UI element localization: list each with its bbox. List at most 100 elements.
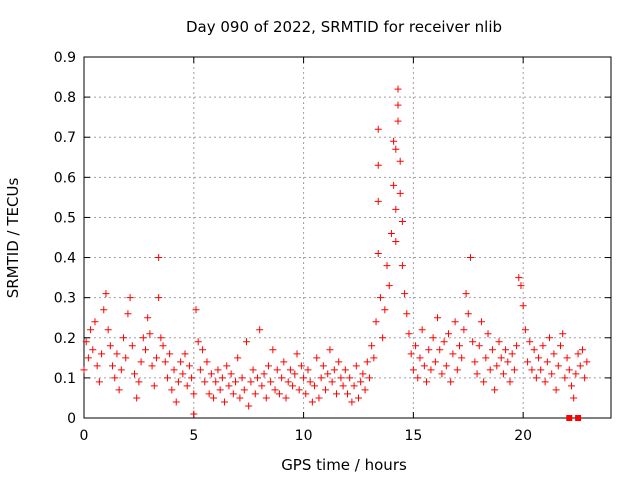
data-point — [280, 358, 288, 366]
data-point — [513, 342, 521, 350]
x-tick-label: 0 — [80, 428, 89, 444]
data-point — [576, 362, 584, 370]
data-point — [374, 197, 382, 205]
data-point — [190, 390, 198, 398]
data-point — [256, 326, 264, 334]
data-point — [122, 354, 130, 362]
data-point — [144, 314, 152, 322]
data-point — [289, 382, 297, 390]
data-point — [247, 378, 255, 386]
data-point — [339, 382, 347, 390]
data-point — [271, 386, 279, 394]
data-point — [460, 326, 468, 334]
data-point — [515, 274, 523, 282]
data-point — [181, 350, 189, 358]
data-point — [431, 358, 439, 366]
data-point — [203, 358, 211, 366]
data-point — [251, 390, 259, 398]
data-point — [552, 386, 560, 394]
data-point — [275, 390, 283, 398]
data-point — [328, 378, 336, 386]
plot-frame — [83, 56, 612, 419]
data-point — [196, 366, 204, 374]
data-point — [308, 398, 316, 406]
data-point — [253, 374, 261, 382]
chart-title: Day 090 of 2022, SRMTID for receiver nli… — [186, 18, 502, 36]
data-point — [486, 366, 494, 374]
data-point — [232, 378, 240, 386]
data-point — [168, 386, 176, 394]
data-point — [131, 370, 139, 378]
data-point — [409, 366, 417, 374]
y-tick-label: 0.4 — [54, 251, 76, 267]
data-point — [337, 374, 345, 382]
data-point — [477, 318, 485, 326]
data-point — [508, 350, 516, 358]
data-point — [240, 386, 248, 394]
data-point — [442, 362, 450, 370]
data-point — [157, 334, 165, 342]
data-point — [488, 346, 496, 354]
data-point — [302, 390, 310, 398]
data-point — [405, 330, 413, 338]
data-point — [473, 370, 481, 378]
data-points — [80, 85, 591, 421]
data-point — [199, 346, 207, 354]
data-point — [480, 378, 488, 386]
data-point — [324, 370, 332, 378]
data-point — [387, 229, 395, 237]
data-point — [554, 362, 562, 370]
data-point — [354, 394, 362, 402]
data-point — [484, 330, 492, 338]
data-point — [407, 350, 415, 358]
data-point — [453, 366, 461, 374]
data-point — [104, 326, 112, 334]
data-point — [578, 346, 586, 354]
data-point — [223, 362, 231, 370]
data-point — [174, 378, 182, 386]
data-point — [550, 350, 558, 358]
data-point — [238, 374, 246, 382]
data-point — [150, 382, 158, 390]
data-point — [412, 342, 420, 350]
data-point — [177, 358, 185, 366]
y-tick-label: 0.7 — [54, 130, 76, 146]
data-point — [379, 334, 387, 342]
x-axis-label: GPS time / hours — [281, 456, 407, 474]
data-point — [341, 366, 349, 374]
data-point — [242, 338, 250, 346]
data-point — [497, 354, 505, 362]
data-point — [315, 394, 323, 402]
data-point — [583, 358, 591, 366]
data-point — [447, 378, 455, 386]
data-point — [556, 342, 564, 350]
data-point — [84, 354, 92, 362]
data-point — [172, 398, 180, 406]
x-tick-label: 5 — [189, 428, 198, 444]
data-point — [205, 390, 213, 398]
data-point — [120, 334, 128, 342]
data-point — [361, 386, 369, 394]
data-point — [464, 310, 472, 318]
data-point — [161, 358, 169, 366]
data-point — [425, 346, 433, 354]
y-tick-label: 0.6 — [54, 170, 76, 186]
data-point — [330, 366, 338, 374]
data-point — [392, 238, 400, 246]
data-point — [267, 378, 275, 386]
data-point — [561, 374, 569, 382]
data-point — [532, 374, 540, 382]
data-point — [93, 362, 101, 370]
data-point — [183, 382, 191, 390]
data-point — [394, 101, 402, 109]
data-point — [376, 294, 384, 302]
data-point — [420, 362, 428, 370]
data-point — [282, 394, 290, 402]
data-point — [394, 85, 402, 93]
data-point — [326, 346, 334, 354]
zero-marker — [566, 415, 573, 421]
data-point — [535, 354, 543, 362]
data-point — [166, 350, 174, 358]
data-point — [286, 366, 294, 374]
